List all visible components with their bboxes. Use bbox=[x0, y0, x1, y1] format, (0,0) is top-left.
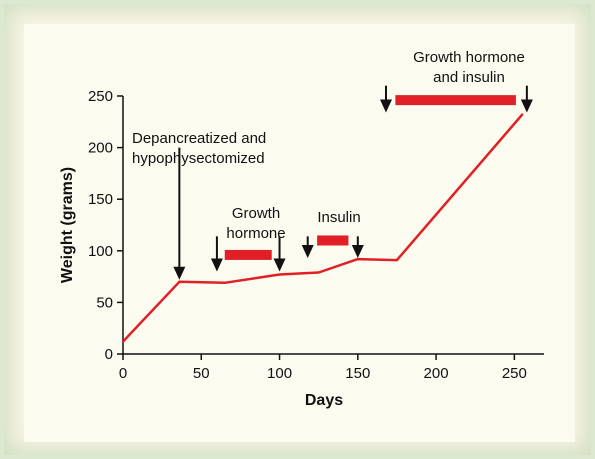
y-tick-label: 200 bbox=[88, 140, 113, 157]
arrow-head bbox=[351, 245, 364, 259]
annotation: Growth hormone and insulin bbox=[379, 49, 533, 113]
chart-panel bbox=[24, 24, 575, 442]
ticks: 0 50 100 150 200 250 0 50 100 150 200 250 bbox=[88, 88, 527, 382]
x-tick-label: 0 bbox=[119, 365, 127, 382]
x-tick-label: 150 bbox=[345, 365, 370, 382]
y-tick-label: 150 bbox=[88, 191, 113, 208]
annotation-label: Growth bbox=[232, 205, 280, 222]
annotation: Depancreatized and hypophysectomized bbox=[132, 130, 266, 280]
annotations-layer: Depancreatized and hypophysectomized Growt… bbox=[132, 49, 533, 280]
data-point bbox=[223, 281, 226, 284]
arrow-head bbox=[173, 266, 186, 280]
y-tick-label: 250 bbox=[88, 88, 113, 105]
data-point bbox=[395, 258, 399, 262]
annotation-label: and insulin bbox=[433, 69, 505, 86]
data-point bbox=[121, 340, 125, 343]
data-point bbox=[317, 271, 320, 274]
treatment-bar bbox=[224, 249, 272, 260]
data-point bbox=[356, 257, 360, 261]
data-point bbox=[178, 280, 181, 283]
x-tick-label: 250 bbox=[502, 365, 527, 382]
treatment-bar bbox=[317, 235, 349, 246]
axes bbox=[122, 96, 544, 355]
arrow-head bbox=[520, 99, 533, 113]
x-tick-label: 50 bbox=[193, 365, 210, 382]
arrow-head bbox=[301, 245, 314, 259]
data-point bbox=[520, 113, 524, 116]
treatment-bar bbox=[395, 95, 516, 106]
y-tick-label: 0 bbox=[105, 346, 113, 363]
annotation-label: Depancreatized and bbox=[132, 130, 266, 147]
annotation-label: Growth hormone bbox=[413, 49, 525, 66]
x-tick-label: 100 bbox=[267, 365, 292, 382]
y-tick-label: 50 bbox=[96, 294, 113, 311]
arrow-head bbox=[273, 258, 286, 272]
arrow-head bbox=[210, 258, 223, 272]
annotation-label: Insulin bbox=[317, 209, 360, 226]
x-tick-label: 200 bbox=[424, 365, 449, 382]
arrow-head bbox=[379, 99, 392, 113]
annotation: Growth hormone bbox=[210, 205, 286, 272]
annotation-label: hormone bbox=[226, 225, 285, 242]
y-axis-title: Weight (grams) bbox=[59, 167, 76, 283]
weight-series-line bbox=[122, 113, 524, 343]
series-layer bbox=[121, 113, 524, 343]
data-point bbox=[278, 273, 281, 276]
y-tick-label: 100 bbox=[88, 243, 113, 260]
annotation: Insulin bbox=[301, 209, 364, 259]
x-axis-title: Days bbox=[305, 392, 343, 409]
annotation-label: hypophysectomized bbox=[132, 150, 265, 167]
